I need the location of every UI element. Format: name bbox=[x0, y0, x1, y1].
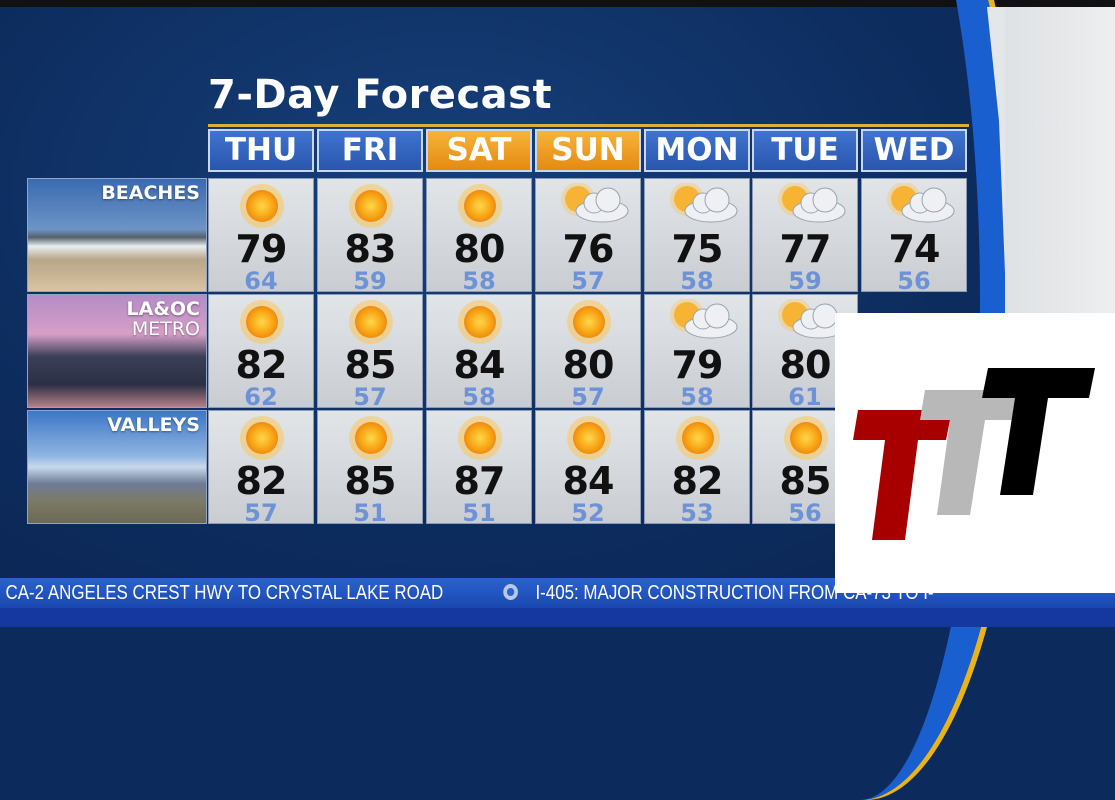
low-temp: 57 bbox=[571, 383, 605, 411]
region-name: VALLEYS bbox=[107, 414, 200, 436]
forecast-cell: 79 58 bbox=[644, 294, 750, 411]
top-black-bar bbox=[0, 0, 1115, 7]
forecast-cell: 80 57 bbox=[535, 294, 641, 411]
logo-t-red bbox=[853, 410, 952, 540]
forecast-cell: 79 64 bbox=[208, 178, 314, 295]
low-temp: 51 bbox=[462, 499, 496, 527]
forecast-cell: 80 58 bbox=[426, 178, 532, 295]
logo-t-gray bbox=[920, 390, 1040, 515]
ticker-item: CA-2 ANGELES CREST HWY TO CRYSTAL LAKE R… bbox=[5, 582, 443, 604]
high-temp: 83 bbox=[344, 227, 397, 271]
high-temp: 82 bbox=[235, 459, 288, 503]
region-subname: METRO bbox=[131, 318, 200, 340]
forecast-cell: 84 52 bbox=[535, 410, 641, 527]
forecast-cell: 74 56 bbox=[861, 178, 967, 295]
high-temp: 80 bbox=[562, 343, 615, 387]
low-temp: 58 bbox=[462, 383, 496, 411]
high-temp: 85 bbox=[344, 459, 397, 503]
low-temp: 53 bbox=[680, 499, 714, 527]
forecast-cell: 84 58 bbox=[426, 294, 532, 411]
region-image-0: BEACHES bbox=[27, 178, 207, 292]
low-temp: 58 bbox=[462, 267, 496, 295]
high-temp: 79 bbox=[235, 227, 288, 271]
day-header-wed: WED bbox=[861, 129, 967, 172]
high-temp: 85 bbox=[779, 459, 832, 503]
low-temp: 52 bbox=[571, 499, 605, 527]
low-temp: 58 bbox=[680, 383, 714, 411]
logo-t-black bbox=[982, 368, 1095, 495]
ttt-logo bbox=[835, 313, 1115, 593]
high-temp: 84 bbox=[453, 343, 506, 387]
high-temp: 84 bbox=[562, 459, 615, 503]
low-temp: 59 bbox=[353, 267, 387, 295]
high-temp: 77 bbox=[779, 227, 832, 271]
low-temp: 56 bbox=[897, 267, 931, 295]
low-temp: 58 bbox=[680, 267, 714, 295]
forecast-cell: 87 51 bbox=[426, 410, 532, 527]
day-header-tue: TUE bbox=[752, 129, 858, 172]
low-temp: 62 bbox=[244, 383, 278, 411]
forecast-cell: 77 59 bbox=[752, 178, 858, 295]
region-name: BEACHES bbox=[101, 182, 200, 204]
low-temp: 64 bbox=[244, 267, 278, 295]
forecast-cell: 75 58 bbox=[644, 178, 750, 295]
region-image-2: VALLEYS bbox=[27, 410, 207, 524]
forecast-cell: 83 59 bbox=[317, 178, 423, 295]
forecast-cell: 85 51 bbox=[317, 410, 423, 527]
title-underline bbox=[208, 124, 969, 127]
day-header-sun: SUN bbox=[535, 129, 641, 172]
high-temp: 85 bbox=[344, 343, 397, 387]
low-temp: 57 bbox=[244, 499, 278, 527]
forecast-cell: 82 62 bbox=[208, 294, 314, 411]
high-temp: 79 bbox=[671, 343, 724, 387]
high-temp: 75 bbox=[671, 227, 724, 271]
low-temp: 59 bbox=[788, 267, 822, 295]
region-name: LA&OC bbox=[126, 298, 200, 320]
high-temp: 82 bbox=[671, 459, 724, 503]
forecast-cell: 82 53 bbox=[644, 410, 750, 527]
low-temp: 61 bbox=[788, 383, 822, 411]
day-header-mon: MON bbox=[644, 129, 750, 172]
day-header-thu: THU bbox=[208, 129, 314, 172]
high-temp: 80 bbox=[453, 227, 506, 271]
forecast-cell: 82 57 bbox=[208, 410, 314, 527]
low-temp: 56 bbox=[788, 499, 822, 527]
high-temp: 87 bbox=[453, 459, 506, 503]
high-temp: 82 bbox=[235, 343, 288, 387]
forecast-cell: 85 57 bbox=[317, 294, 423, 411]
low-temp: 51 bbox=[353, 499, 387, 527]
bottom-bar bbox=[0, 608, 1115, 627]
forecast-cell: 76 57 bbox=[535, 178, 641, 295]
high-temp: 80 bbox=[779, 343, 832, 387]
day-header-fri: FRI bbox=[317, 129, 423, 172]
high-temp: 74 bbox=[888, 227, 941, 271]
ticker-item: I-405: MAJOR CONSTRUCTION FROM CA-73 TO … bbox=[535, 582, 934, 604]
low-temp: 57 bbox=[571, 267, 605, 295]
page-title: 7-Day Forecast bbox=[208, 72, 553, 118]
day-header-sat: SAT bbox=[426, 129, 532, 172]
low-temp: 57 bbox=[353, 383, 387, 411]
high-temp: 76 bbox=[562, 227, 615, 271]
cbs-eye-icon bbox=[503, 584, 518, 600]
region-image-1: LA&OC METRO bbox=[27, 294, 207, 408]
